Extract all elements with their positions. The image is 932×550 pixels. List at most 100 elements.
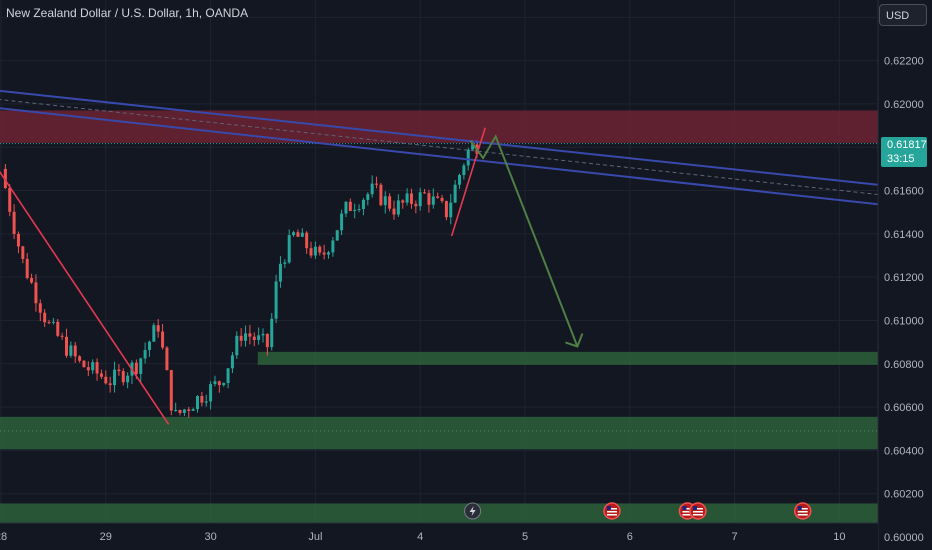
- candle-body: [248, 333, 252, 337]
- us-flag-stripe: [682, 514, 693, 516]
- candle-body: [139, 358, 143, 374]
- candle-body: [370, 183, 374, 195]
- price-tick-label: 0.61200: [884, 272, 924, 284]
- us-flag-stripe: [692, 508, 703, 510]
- time-tick-label: 5: [522, 531, 528, 543]
- candle-body: [357, 208, 361, 210]
- candle-body: [43, 312, 47, 323]
- candle-body: [121, 371, 125, 383]
- candle-body: [213, 381, 217, 385]
- candle-body: [270, 318, 274, 348]
- candle-body: [69, 345, 73, 356]
- candle-body: [274, 281, 278, 319]
- us-flag-canton: [797, 506, 802, 510]
- candle-body: [99, 373, 103, 377]
- candle-body: [353, 209, 357, 211]
- trend-channel-line: [0, 107, 882, 206]
- candle-body: [16, 233, 20, 247]
- candle-body: [458, 175, 461, 185]
- candle-body: [108, 383, 112, 386]
- candle-body: [348, 201, 352, 211]
- trend-channel-line: [0, 89, 882, 187]
- us-flag-stripe: [692, 514, 703, 516]
- candle-body: [191, 409, 195, 411]
- candle-body: [257, 335, 261, 341]
- candle-body: [449, 202, 453, 218]
- candle-body: [379, 184, 383, 206]
- us-flag-stripe: [797, 511, 808, 513]
- candle-body: [462, 165, 466, 176]
- candle-body: [335, 230, 339, 241]
- candle-body: [265, 333, 269, 348]
- candle-body: [396, 200, 400, 215]
- us-flag-stripe: [606, 508, 617, 510]
- candle-body: [226, 368, 230, 384]
- candle-body: [392, 208, 396, 215]
- candle-body: [327, 252, 330, 255]
- candle-body: [230, 355, 234, 369]
- projection-path: [469, 134, 579, 347]
- last-price-value: 0.61817: [887, 139, 927, 151]
- candle-body: [244, 333, 248, 341]
- candle-body: [8, 188, 12, 212]
- candle-body: [165, 347, 169, 371]
- us-flag-stripe: [682, 511, 693, 513]
- candle-body: [196, 396, 199, 410]
- candle-body: [453, 184, 457, 203]
- time-axis[interactable]: 28 29 30 Jul 4 5 6 7 10: [0, 531, 846, 543]
- candle-body: [366, 194, 370, 200]
- candle-body: [25, 258, 29, 278]
- candle-body: [436, 196, 440, 198]
- us-flag-stripe: [797, 508, 808, 510]
- price-tick-label: 0.62000: [884, 99, 924, 111]
- currency-button[interactable]: USD: [879, 4, 927, 26]
- candle-body: [305, 232, 309, 249]
- candle-body: [361, 199, 365, 209]
- us-flag-canton: [682, 506, 687, 510]
- candle-body: [30, 277, 34, 283]
- candle-body: [292, 232, 296, 236]
- candle-body: [466, 149, 470, 166]
- candle-body: [239, 335, 243, 341]
- candle-body: [318, 246, 322, 253]
- candle-body: [134, 362, 138, 374]
- candle-body: [331, 240, 335, 253]
- projection-arrowhead: [565, 333, 584, 348]
- time-tick-label: 7: [732, 531, 738, 543]
- candle-body: [344, 201, 348, 214]
- candle-body: [278, 263, 282, 282]
- candle-body: [3, 168, 7, 189]
- candle-body: [65, 336, 68, 356]
- us-flag-stripe: [682, 508, 693, 510]
- candle-body: [86, 367, 90, 371]
- time-tick-label: 30: [204, 531, 216, 543]
- event-markers: [464, 502, 812, 520]
- price-tick-label: 0.60600: [884, 402, 924, 414]
- candle-body: [322, 252, 326, 255]
- candle-body: [209, 384, 213, 402]
- candle-body: [313, 246, 317, 256]
- candle-body: [375, 183, 379, 185]
- candle-body: [440, 197, 444, 202]
- wave-line: [0, 170, 170, 425]
- candle-body: [91, 362, 95, 371]
- us-flag-stripe: [606, 514, 617, 516]
- us-flag-stripe: [692, 511, 703, 513]
- candle-body: [261, 333, 265, 336]
- candle-body: [113, 369, 117, 386]
- wave-line: [450, 127, 486, 237]
- price-tick-label: 0.61000: [884, 315, 924, 327]
- candle-body: [252, 336, 256, 341]
- candle-body: [38, 303, 42, 313]
- candle-body: [296, 232, 300, 237]
- candle-body: [73, 345, 77, 357]
- candle-body: [309, 248, 313, 256]
- candle-body: [222, 383, 226, 386]
- us-flag-canton: [692, 506, 697, 510]
- candle-body: [187, 409, 191, 411]
- candle-body: [427, 193, 431, 205]
- price-tick-label: 0.60200: [884, 489, 924, 501]
- candle-body: [431, 196, 435, 205]
